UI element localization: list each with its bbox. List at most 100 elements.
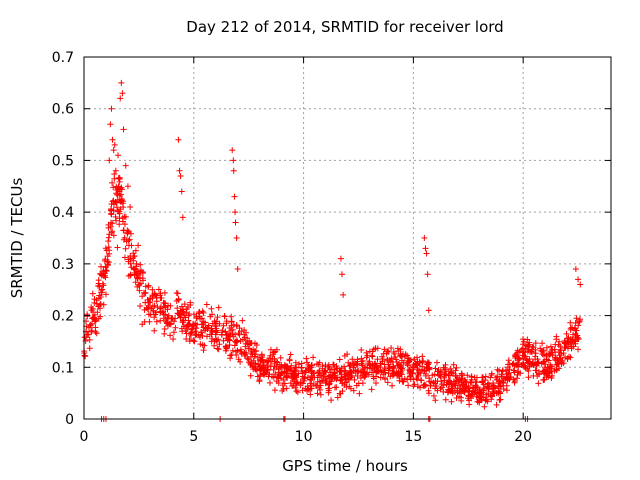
- data-point: [215, 346, 222, 353]
- data-point: [425, 307, 432, 314]
- data-point: [421, 367, 428, 374]
- data-point: [250, 366, 257, 373]
- data-point: [122, 213, 129, 220]
- data-point: [430, 392, 437, 399]
- data-point: [457, 394, 464, 401]
- data-point: [105, 221, 112, 228]
- data-point: [227, 355, 234, 362]
- data-point: [438, 369, 445, 376]
- data-point: [239, 317, 246, 324]
- data-point: [398, 357, 405, 364]
- y-tick-label: 0: [65, 412, 74, 428]
- y-tick-label: 0.5: [52, 153, 74, 169]
- data-point: [504, 375, 511, 382]
- data-point: [228, 322, 235, 329]
- data-point: [117, 95, 124, 102]
- data-point: [513, 362, 520, 369]
- data-point: [212, 336, 219, 343]
- data-point: [339, 271, 346, 278]
- data-point: [386, 365, 393, 372]
- data-point: [232, 348, 239, 355]
- data-point: [208, 325, 215, 332]
- data-point: [316, 384, 323, 391]
- data-point: [386, 357, 393, 364]
- data-point: [230, 157, 237, 164]
- data-point: [453, 372, 460, 379]
- data-point: [86, 336, 93, 343]
- data-point: [107, 121, 114, 128]
- data-point: [117, 206, 124, 213]
- data-point: [340, 291, 347, 298]
- data-point: [572, 327, 579, 334]
- x-axis-label: GPS time / hours: [282, 457, 408, 475]
- data-point: [229, 347, 236, 354]
- data-point: [127, 230, 134, 237]
- data-point: [303, 359, 310, 366]
- data-point: [490, 385, 497, 392]
- data-point: [576, 318, 583, 325]
- data-point: [459, 382, 466, 389]
- data-point: [532, 356, 539, 363]
- data-point: [155, 286, 162, 293]
- data-point: [145, 304, 152, 311]
- data-point: [277, 372, 284, 379]
- data-point: [112, 213, 119, 220]
- data-point: [195, 332, 202, 339]
- data-point: [393, 356, 400, 363]
- data-point: [256, 378, 263, 385]
- data-point: [532, 367, 539, 374]
- data-point: [237, 338, 244, 345]
- data-point: [93, 330, 100, 337]
- data-point: [223, 320, 230, 327]
- data-point: [221, 313, 228, 320]
- data-point: [105, 244, 112, 251]
- data-point: [115, 183, 122, 190]
- data-point: [377, 374, 384, 381]
- data-point: [273, 346, 280, 353]
- data-point: [346, 363, 353, 370]
- data-point: [112, 167, 119, 174]
- data-point: [422, 372, 429, 379]
- x-tick-label: 20: [514, 429, 532, 445]
- data-point: [315, 361, 322, 368]
- data-point: [286, 357, 293, 364]
- data-point: [356, 390, 363, 397]
- data-point: [374, 356, 381, 363]
- data-point: [201, 342, 208, 349]
- data-point: [101, 257, 108, 264]
- data-point: [178, 188, 185, 195]
- data-point: [488, 370, 495, 377]
- data-point: [183, 305, 190, 312]
- data-point: [267, 352, 274, 359]
- data-point: [178, 303, 185, 310]
- data-point: [364, 352, 371, 359]
- data-point: [511, 369, 518, 376]
- data-point: [264, 366, 271, 373]
- data-point: [220, 337, 227, 344]
- data-point: [358, 347, 365, 354]
- data-point: [197, 329, 204, 336]
- data-point: [258, 351, 265, 358]
- data-point: [167, 321, 174, 328]
- data-point: [422, 245, 429, 252]
- data-point: [244, 355, 251, 362]
- data-point: [170, 329, 177, 336]
- data-point: [116, 215, 123, 222]
- data-point: [271, 360, 278, 367]
- data-point: [260, 371, 267, 378]
- data-point: [216, 341, 223, 348]
- data-point: [525, 374, 532, 381]
- data-point: [506, 361, 513, 368]
- data-point: [388, 345, 395, 352]
- data-point: [137, 261, 144, 268]
- data-point: [232, 209, 239, 216]
- data-point: [573, 315, 580, 322]
- data-point: [247, 360, 254, 367]
- data-point: [575, 346, 582, 353]
- data-point: [520, 360, 527, 367]
- data-point: [92, 318, 99, 325]
- data-point: [530, 344, 537, 351]
- data-point: [519, 352, 526, 359]
- data-point: [462, 383, 469, 390]
- data-point: [122, 162, 129, 169]
